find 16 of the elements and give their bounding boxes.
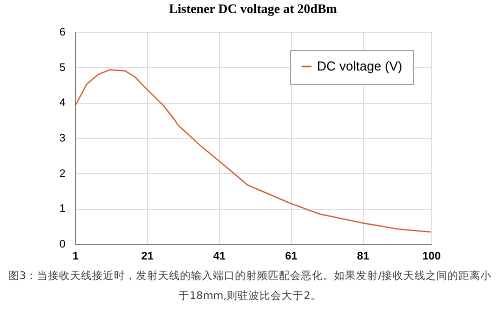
x-tick-label: 61 <box>285 250 298 262</box>
y-tick-label: 1 <box>59 203 66 216</box>
x-tick-label: 21 <box>141 250 154 262</box>
x-tick-label: 100 <box>422 250 441 262</box>
y-tick-label: 5 <box>59 62 66 74</box>
y-tick-label: 0 <box>59 238 66 250</box>
y-tick-label: 3 <box>59 132 66 144</box>
y-tick-label: 4 <box>59 97 66 110</box>
x-tick-label: 41 <box>213 250 226 262</box>
caption: 图3：当接收天线接近时，发射天线的输入端口的射频匹配会恶化。如果发射/接收天线之间的距离小于18mm,则驻波比会大于2。 <box>7 269 493 304</box>
chart-title: Listener DC voltage at 20dBm <box>168 1 338 16</box>
y-tick-label: 6 <box>59 26 66 38</box>
x-tick-label: 81 <box>357 250 370 262</box>
legend-label: DC voltage (V) <box>317 58 402 74</box>
y-tick-label: 2 <box>59 168 66 180</box>
x-tick-label: 1 <box>72 250 79 262</box>
